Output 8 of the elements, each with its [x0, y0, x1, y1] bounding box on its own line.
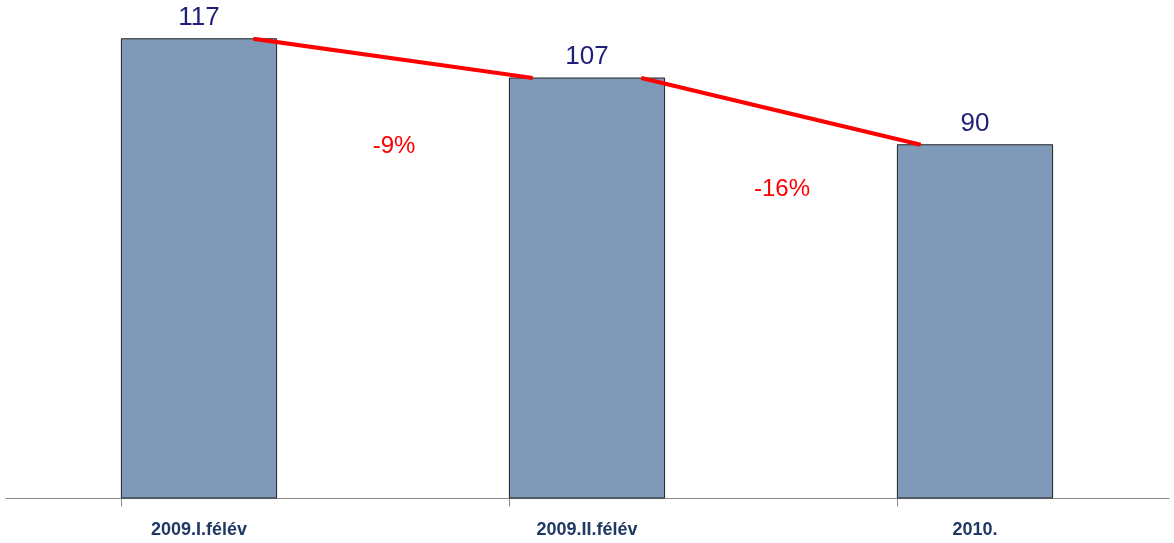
- annotation: -9%: [372, 131, 416, 159]
- x-tick-label: 2009.I.félév: [150, 518, 248, 539]
- data-label: 117: [178, 0, 220, 31]
- x-tick-label: 2009.II.félév: [536, 518, 638, 539]
- annotation: -16%: [753, 173, 811, 201]
- data-label: 90: [960, 106, 990, 137]
- x-tick-label: 2010.: [952, 518, 998, 539]
- data-label: 107: [565, 40, 609, 71]
